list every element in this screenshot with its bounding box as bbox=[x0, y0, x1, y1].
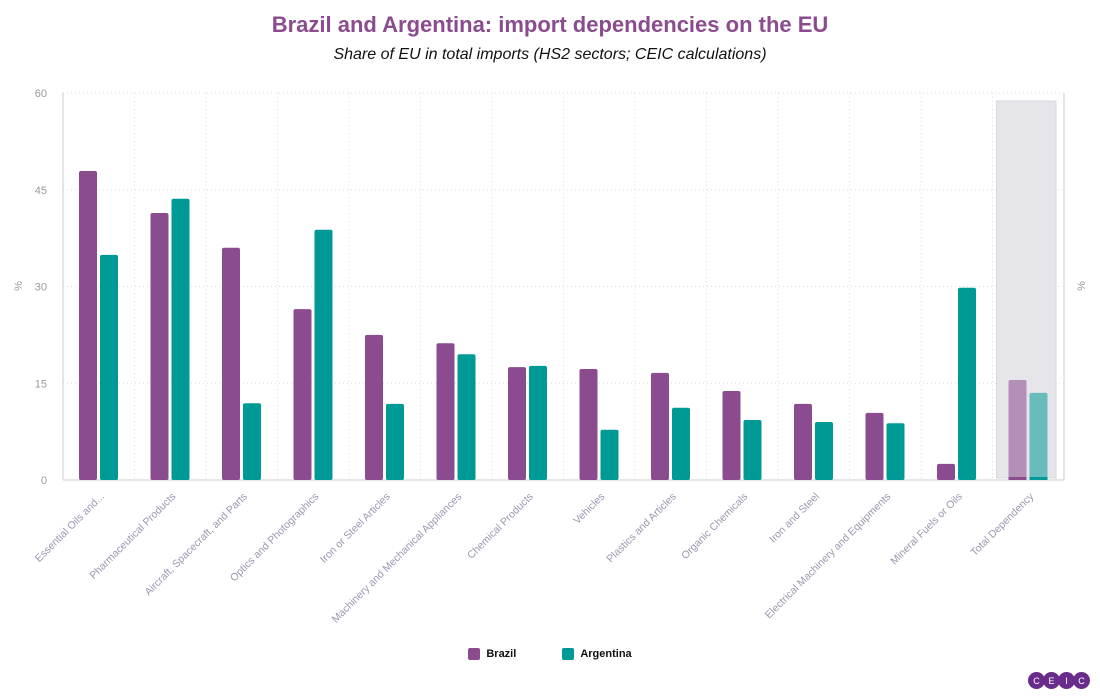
bar-baseline-argentina bbox=[1029, 477, 1048, 480]
bar-brazil bbox=[508, 367, 526, 480]
x-tick-label: Plastics and Articles bbox=[604, 491, 679, 566]
logo-letter: E bbox=[1043, 672, 1060, 689]
bar-argentina bbox=[815, 421, 833, 480]
x-tick-label: Essential Oils and... bbox=[33, 491, 107, 565]
y-tick-label: 45 bbox=[35, 185, 47, 197]
bar-brazil bbox=[150, 212, 169, 480]
bar-argentina bbox=[386, 403, 404, 480]
bar-argentina bbox=[243, 403, 261, 480]
y-tick-label: 0 bbox=[41, 475, 47, 487]
x-tick-label: Iron or Steel Articles bbox=[318, 491, 393, 566]
bar-argentina bbox=[958, 287, 976, 480]
bar-argentina bbox=[672, 407, 690, 480]
bar-brazil bbox=[937, 463, 955, 480]
legend: Brazil Argentina bbox=[0, 648, 1100, 660]
y-axis-label-right: % bbox=[1076, 281, 1088, 291]
bar-brazil bbox=[722, 390, 741, 480]
bar-brazil bbox=[293, 309, 312, 480]
bar-brazil bbox=[865, 412, 884, 480]
bar-brazil bbox=[651, 372, 669, 480]
x-tick-label: Electrical Machinery and Equipments bbox=[763, 491, 894, 622]
bar-brazil bbox=[1008, 380, 1027, 480]
x-tick-label: Chemical Products bbox=[465, 491, 536, 562]
logo-letter: C bbox=[1073, 672, 1090, 689]
chart-title: Brazil and Argentina: import dependencie… bbox=[271, 12, 829, 37]
bar-argentina bbox=[743, 420, 762, 480]
legend-item-argentina[interactable]: Argentina bbox=[562, 648, 632, 660]
chart-subtitle: Share of EU in total imports (HS2 sector… bbox=[333, 46, 767, 63]
logo-letter: I bbox=[1058, 672, 1075, 689]
bar-brazil bbox=[579, 369, 598, 480]
bar-argentina bbox=[100, 254, 118, 480]
bar-brazil bbox=[365, 334, 383, 480]
legend-item-brazil[interactable]: Brazil bbox=[468, 648, 516, 660]
bar-brazil bbox=[79, 171, 97, 481]
bar-brazil bbox=[794, 403, 812, 480]
y-tick-label: 60 bbox=[35, 88, 47, 100]
legend-label-brazil: Brazil bbox=[486, 648, 517, 660]
bar-argentina bbox=[600, 429, 619, 480]
x-tick-label: Iron and Steel bbox=[767, 491, 822, 546]
legend-swatch-argentina bbox=[562, 648, 575, 660]
legend-label-argentina: Argentina bbox=[580, 648, 632, 660]
y-axis-label-left: % bbox=[13, 281, 25, 291]
y-tick-label: 15 bbox=[35, 378, 47, 390]
x-tick-label: Total Dependency bbox=[968, 490, 1036, 558]
y-tick-label: 30 bbox=[35, 282, 47, 294]
x-tick-label: Organic Chemicals bbox=[679, 491, 750, 562]
x-tick-label: Mineral Fuels or Oils bbox=[888, 491, 965, 568]
x-tick-label: Machinery and Mechanical Appliances bbox=[330, 491, 465, 626]
bar-argentina bbox=[171, 198, 190, 480]
bar-brazil bbox=[436, 343, 455, 480]
legend-swatch-brazil bbox=[468, 648, 481, 660]
bar-argentina bbox=[457, 354, 476, 480]
bar-brazil bbox=[222, 247, 240, 480]
x-tick-label: Vehicles bbox=[571, 491, 607, 527]
bar-argentina bbox=[1029, 392, 1048, 480]
bar-argentina bbox=[314, 229, 333, 480]
bar-baseline-brazil bbox=[1008, 477, 1027, 480]
logo-letter: C bbox=[1028, 672, 1045, 689]
bar-argentina bbox=[886, 423, 905, 480]
bar-argentina bbox=[529, 365, 547, 480]
